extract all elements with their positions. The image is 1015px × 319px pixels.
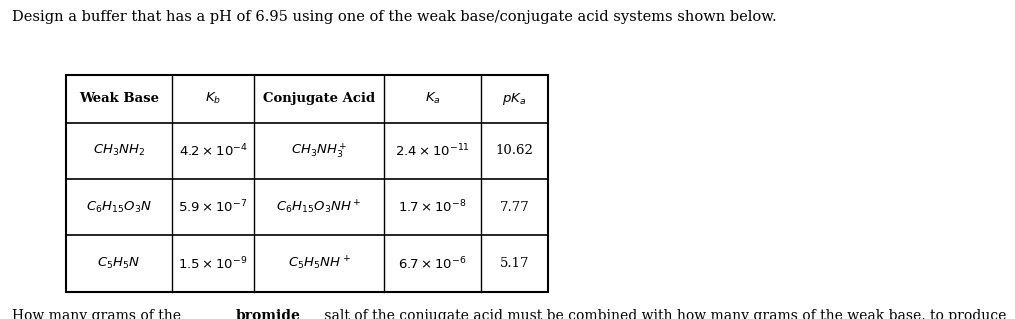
Bar [66,75,548,292]
Text: $1.7\times10^{-8}$: $1.7\times10^{-8}$ [398,199,467,216]
Text: $pK_a$: $pK_a$ [502,91,527,107]
Text: 5.17: 5.17 [499,257,529,270]
Text: $C_6H_{15}O_3NH^+$: $C_6H_{15}O_3NH^+$ [276,199,362,216]
Text: $C_6H_{15}O_3N$: $C_6H_{15}O_3N$ [86,200,152,215]
Text: $5.9\times10^{-7}$: $5.9\times10^{-7}$ [179,199,248,216]
Text: Weak Base: Weak Base [79,92,159,105]
Text: $2.4\times10^{-11}$: $2.4\times10^{-11}$ [395,143,470,159]
Text: $K_b$: $K_b$ [205,91,221,106]
Text: 7.77: 7.77 [499,201,529,214]
Text: salt of the conjugate acid must be combined with how many grams of the weak base: salt of the conjugate acid must be combi… [320,309,1010,319]
Text: $K_a$: $K_a$ [424,91,441,106]
Text: Conjugate Acid: Conjugate Acid [263,92,376,105]
Text: $C_5H_5NH^+$: $C_5H_5NH^+$ [287,255,350,272]
Text: $1.5\times10^{-9}$: $1.5\times10^{-9}$ [179,256,248,272]
Text: Design a buffer that has a pH of 6.95 using one of the weak base/conjugate acid : Design a buffer that has a pH of 6.95 us… [12,10,776,24]
Text: $CH_3NH_3^+$: $CH_3NH_3^+$ [290,142,347,160]
Text: $6.7\times10^{-6}$: $6.7\times10^{-6}$ [398,256,467,272]
Text: $C_5H_5N$: $C_5H_5N$ [97,256,141,271]
Text: $4.2\times10^{-4}$: $4.2\times10^{-4}$ [179,143,248,159]
Text: 10.62: 10.62 [495,145,533,157]
Text: How many grams of the: How many grams of the [12,309,186,319]
Text: $CH_3NH_2$: $CH_3NH_2$ [93,143,145,159]
Text: bromide: bromide [235,309,300,319]
